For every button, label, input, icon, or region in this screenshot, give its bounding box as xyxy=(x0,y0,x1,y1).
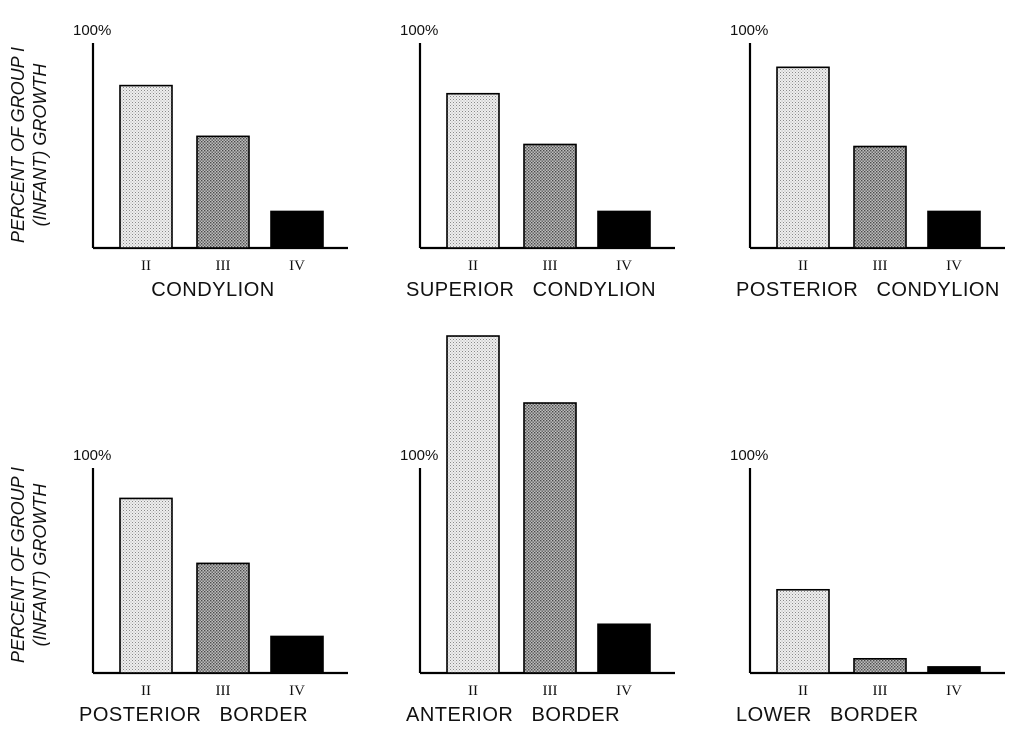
y-tick-label-100: 100% xyxy=(73,22,111,39)
x-tick-label-III: III xyxy=(216,683,231,699)
bar-II xyxy=(446,92,500,249)
x-tick-label-IV: IV xyxy=(289,258,305,274)
x-tick-label-IV: IV xyxy=(616,258,632,274)
x-tick-label-II: II xyxy=(798,258,808,274)
x-tick-label-IV: IV xyxy=(946,258,962,274)
x-tick-label-IV: IV xyxy=(946,683,962,699)
y-axis-label-line1: PERCENT OF GROUP I xyxy=(8,47,28,243)
x-tick-label-II: II xyxy=(798,683,808,699)
x-tick-label-III: III xyxy=(216,258,231,274)
y-tick-label-100: 100% xyxy=(73,447,111,464)
x-tick-label-II: II xyxy=(468,683,478,699)
bar-III xyxy=(853,657,907,674)
x-tick-label-II: II xyxy=(468,258,478,274)
panel-title: SUPERIOR CONDYLION xyxy=(406,279,656,301)
x-tick-label-III: III xyxy=(543,683,558,699)
y-tick-label-100: 100% xyxy=(730,447,768,464)
bar-IV xyxy=(270,210,324,249)
bar-II xyxy=(119,84,173,249)
bar-II xyxy=(776,588,830,674)
bar-III xyxy=(196,562,250,674)
x-tick-label-II: II xyxy=(141,683,151,699)
bar-II xyxy=(119,497,173,674)
panel-title: ANTERIOR BORDER xyxy=(406,704,620,726)
x-tick-label-III: III xyxy=(873,683,888,699)
panel-title: CONDYLION xyxy=(151,279,274,301)
panel-title: LOWER BORDER xyxy=(736,704,919,726)
y-axis-label-top: PERCENT OF GROUP I (INFANT) GROWTH xyxy=(8,47,50,243)
x-tick-label-IV: IV xyxy=(616,683,632,699)
x-tick-label-III: III xyxy=(873,258,888,274)
bar-IV xyxy=(597,210,651,249)
bar-II xyxy=(446,335,500,674)
y-tick-label-100: 100% xyxy=(400,447,438,464)
bar-IV xyxy=(597,623,651,674)
bar-IV xyxy=(927,666,981,674)
y-axis-label-line2: (INFANT) GROWTH xyxy=(30,483,50,647)
panel-title: POSTERIOR CONDYLION xyxy=(736,279,1000,301)
bar-III xyxy=(853,145,907,249)
panel-title: POSTERIOR BORDER xyxy=(79,704,308,726)
bar-III xyxy=(523,143,577,249)
bar-IV xyxy=(270,635,324,674)
y-axis-label-line1: PERCENT OF GROUP I xyxy=(8,467,28,663)
y-tick-label-100: 100% xyxy=(400,22,438,39)
bar-III xyxy=(196,135,250,249)
x-tick-label-II: II xyxy=(141,258,151,274)
bar-IV xyxy=(927,210,981,249)
y-axis-label-bottom: PERCENT OF GROUP I (INFANT) GROWTH xyxy=(8,467,50,663)
x-tick-label-III: III xyxy=(543,258,558,274)
x-tick-label-IV: IV xyxy=(289,683,305,699)
y-tick-label-100: 100% xyxy=(730,22,768,39)
bar-III xyxy=(523,402,577,674)
bar-II xyxy=(776,66,830,249)
y-axis-label-line2: (INFANT) GROWTH xyxy=(30,63,50,227)
